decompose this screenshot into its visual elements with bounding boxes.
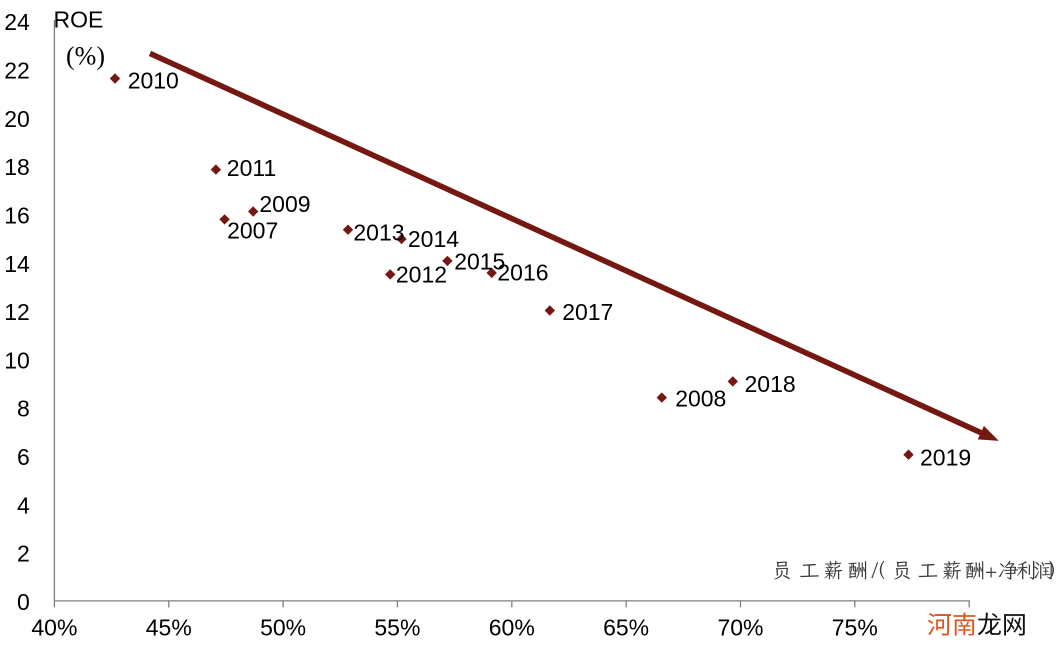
svg-text:10: 10 [4,347,30,373]
svg-text:2018: 2018 [745,371,796,397]
svg-text:0: 0 [17,589,30,615]
svg-text:2010: 2010 [128,68,179,94]
svg-text:(%): (%) [66,42,105,71]
svg-text:ROE: ROE [54,6,104,32]
svg-text:14: 14 [4,251,30,277]
svg-text:2017: 2017 [562,299,613,325]
svg-text:60%: 60% [489,615,535,641]
svg-text:70%: 70% [717,615,763,641]
svg-text:2019: 2019 [920,444,971,470]
svg-text:2013: 2013 [353,219,404,245]
svg-text:40%: 40% [31,615,77,641]
svg-text:2014: 2014 [408,226,459,252]
svg-text:12: 12 [4,299,30,325]
svg-text:2008: 2008 [675,385,726,411]
svg-text:65%: 65% [603,615,649,641]
svg-text:6: 6 [17,444,30,470]
svg-text:2015: 2015 [454,248,505,274]
svg-text:2016: 2016 [497,260,548,286]
svg-text:18: 18 [4,154,30,180]
svg-text:2: 2 [17,541,30,567]
svg-text:20: 20 [4,106,30,132]
svg-text:4: 4 [17,492,30,518]
svg-text:22: 22 [4,58,30,84]
svg-text:8: 8 [17,396,30,422]
svg-text:2009: 2009 [259,191,310,217]
svg-text:2012: 2012 [396,262,447,288]
svg-text:45%: 45% [146,615,192,641]
svg-text:2007: 2007 [227,218,278,244]
svg-text:16: 16 [4,202,30,228]
svg-text:55%: 55% [374,615,420,641]
svg-text:24: 24 [4,9,30,35]
svg-text:75%: 75% [832,615,878,641]
svg-text:2011: 2011 [227,155,276,181]
svg-text:50%: 50% [260,615,306,641]
